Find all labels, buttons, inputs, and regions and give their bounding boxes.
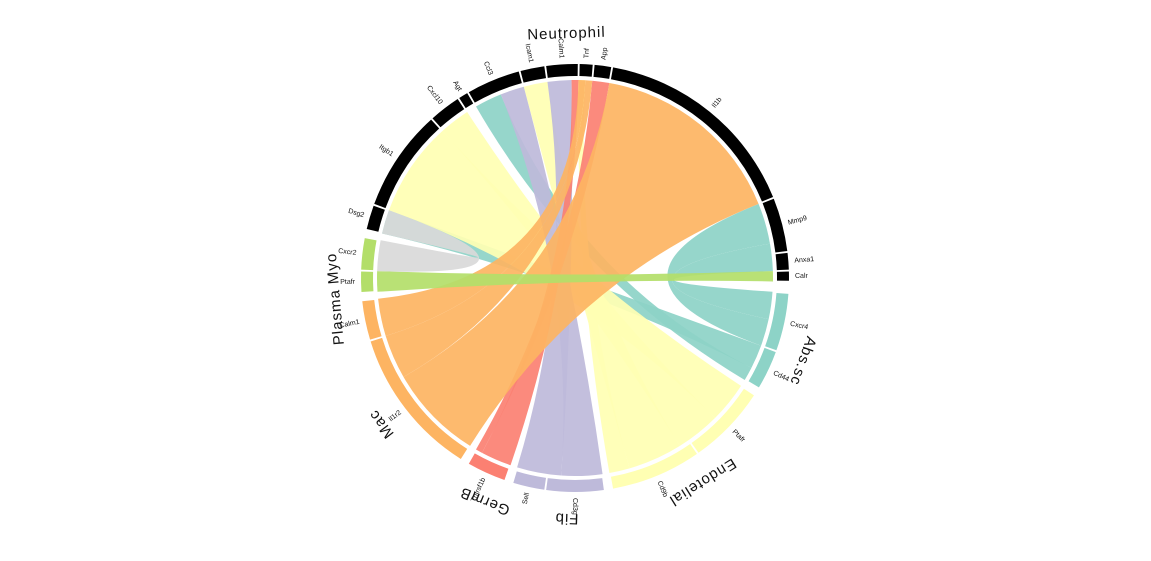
chord-link-plasma-myo-15 [376,271,774,292]
gene-label: Calr [795,273,809,280]
gene-label: Sell [522,492,531,505]
chord-link-abs-sc-0 [672,243,773,320]
arc-mac-il1r2 [370,337,468,459]
gene-label: Ptafr [340,279,356,286]
arc-mac-calm1 [362,299,382,340]
gene-label: Il1b [711,96,724,109]
chord-link-abs-sc-1 [667,203,770,346]
chord-link-neutrophil-16 [377,210,480,272]
group-label-abs-sc: Abs.sc [786,334,819,388]
arc-neutrophil-il1b [610,67,774,202]
gene-label: Agt [451,80,462,93]
gene-label: Itgb1 [378,144,395,159]
gene-label: Il1r2 [388,409,403,423]
gene-label: Icam1 [524,43,535,63]
arc-neutrophil-itgb1 [374,119,440,209]
arc-fib-sell [513,471,547,490]
arcs-layer [361,64,789,493]
chord-link-mac-13 [385,80,593,378]
arc-neutrophil-mmp9 [762,198,788,253]
arc-neutrophil-calm1 [546,64,578,78]
chord-link-mac-12 [403,83,759,446]
gene-label: App [601,47,610,60]
group-label-germb: GermB [457,483,512,518]
arc-neutrophil-cxcl10 [432,99,465,128]
arc-endotelial-ptafr [691,388,754,453]
gene-label: Cxcr2 [338,248,357,257]
gene-label: Ptafr [731,429,747,445]
gene-label: Cxcl10 [425,85,444,106]
arc-neutrophil-agt [459,93,474,109]
arc-neutrophil-app [593,64,612,79]
gene-label: Mmp9 [787,215,808,227]
gene-label: Dsg2 [347,208,365,219]
group-label-fib: Fib [554,509,578,527]
gene-label: Tnf [583,48,591,59]
group-label-mac: Mac [365,406,397,441]
arc-neutrophil-anxa1 [775,252,789,271]
arc-fib-cd3g [546,478,604,493]
group-label-neutrophil: Neutrophil [527,24,606,44]
arc-endotelial-cd9b [610,443,697,489]
chord-link-abs-sc-3 [476,94,752,380]
chord-link-germb-11 [476,80,610,453]
arc-abs-sc-cd44 [748,347,776,388]
chord-link-fib-9 [517,80,573,476]
arc-neutrophil-ccl3 [468,71,522,103]
links-layer [376,79,774,477]
arc-abs-sc-cxcr4 [765,292,789,351]
arc-plasma-myo-cxcr2 [361,238,377,271]
group-label-plasma-myo: Plasma Myo [323,252,348,346]
arc-neutrophil-icam1 [520,66,547,83]
gene-label: Cd3g [571,498,578,515]
chord-link-fib-8 [500,86,603,477]
gene-label: Cxcr4 [789,321,808,332]
arc-neutrophil-calr [776,271,789,281]
gene-label: Ccl3 [482,61,494,77]
gene-label: Anxa1 [794,256,814,265]
arc-plasma-myo-ptafr [361,271,374,292]
gene-label: Calm1 [556,38,564,59]
arc-neutrophil-dsg2 [366,205,385,232]
gene-label: Calm1 [339,319,360,330]
arc-neutrophil-tnf [579,64,593,77]
arc-germb-tnfrsf1b [468,453,509,481]
